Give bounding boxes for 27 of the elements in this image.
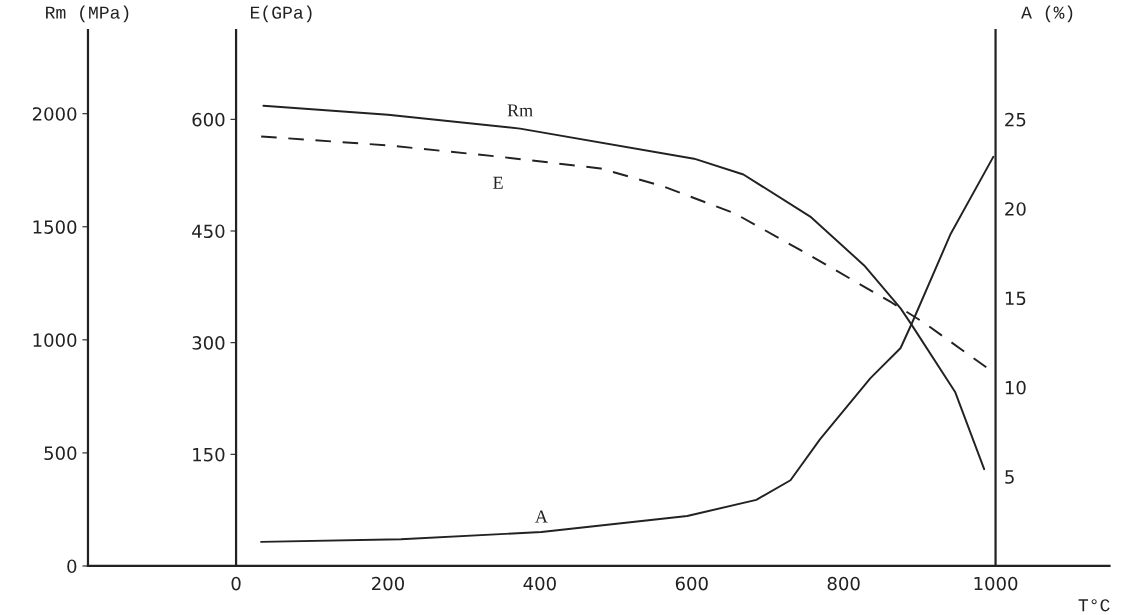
y-tick-label: 0 (67, 559, 77, 574)
y3-tick-label: 25 (1005, 112, 1026, 127)
x-tick-label: 800 (827, 576, 860, 591)
y3-tick-label: 5 (1005, 470, 1014, 484)
series-label: Rm (507, 104, 533, 117)
x-tick-label: 1000 (974, 576, 1018, 591)
x-tick-label: 0 (231, 576, 241, 591)
y-tick-label: 1500 (33, 220, 77, 234)
y-axis-title: Rm (MPa) (46, 5, 129, 23)
y-tick-label: 2000 (32, 107, 77, 121)
y2-tick-label: 450 (192, 224, 225, 239)
x-tick-label: 200 (372, 576, 404, 591)
y2-tick-label: 150 (193, 447, 225, 462)
y3-tick-label: 20 (1005, 202, 1026, 216)
x-tick-label: 400 (523, 576, 556, 591)
y3-tick-label: 10 (1005, 380, 1026, 395)
y-tick-label: 1000 (33, 333, 77, 347)
y2-tick-label: 300 (192, 336, 225, 350)
series-label: E (493, 176, 503, 189)
y3-axis-title: A (%) (1021, 5, 1073, 23)
y2-axis-title: E(GPa) (250, 5, 312, 23)
y3-tick-label: 15 (1005, 291, 1026, 306)
x-tick-label: 600 (675, 576, 708, 591)
y-tick-label: 500 (44, 446, 77, 461)
series-label: A (535, 510, 548, 523)
x-axis-title: T°C (1078, 599, 1110, 612)
y2-tick-label: 600 (192, 112, 225, 127)
